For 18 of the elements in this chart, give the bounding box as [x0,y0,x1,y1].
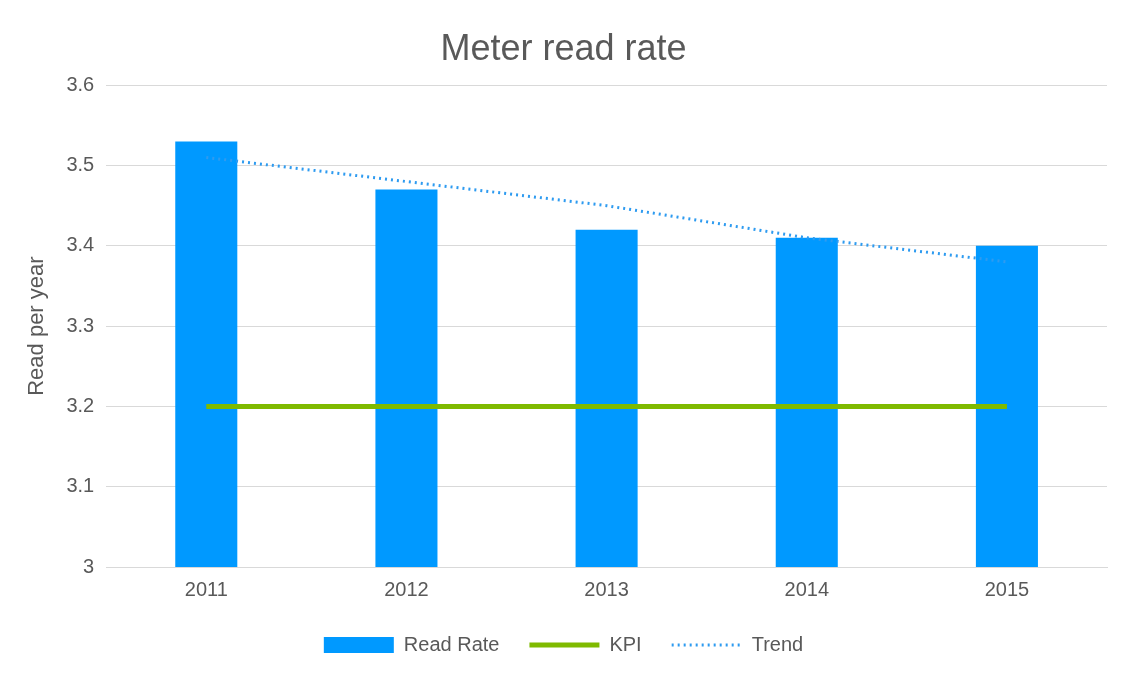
y-tick-label: 3.1 [66,474,95,497]
y-tick-label: 3.2 [66,393,95,416]
x-tick-label: 2013 [584,577,629,600]
x-tick-label: 2014 [784,577,830,600]
x-tick-label: 2012 [384,577,429,600]
y-tick-label: 3 [83,554,95,577]
y-tick-label: 3.4 [66,233,95,256]
y-axis-title: Read per year [23,256,49,396]
legend-label: KPI [609,632,642,655]
y-tick-label: 3.3 [66,313,95,336]
y-tick-label: 3.6 [66,72,95,95]
y-tick-label: 3.5 [66,153,95,176]
x-tick-label: 2015 [984,577,1030,600]
line-series [204,155,1009,264]
chart-title: Meter read rate [440,26,687,68]
x-tick-label: 2011 [184,577,228,600]
legend-label: Trend [751,632,804,655]
legend-label: Read Rate [403,632,500,655]
